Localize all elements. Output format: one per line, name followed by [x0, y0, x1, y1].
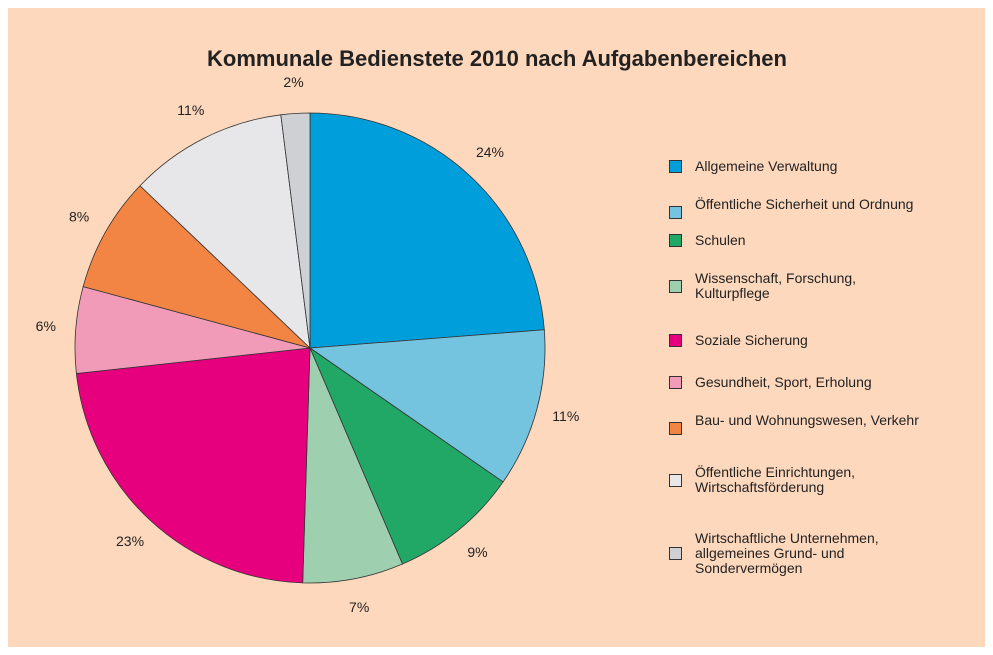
legend-label: Schulen — [695, 232, 746, 248]
data-label: 11% — [552, 408, 579, 424]
data-label: 6% — [36, 318, 56, 334]
legend-swatch — [669, 334, 682, 347]
pie-slice — [139, 114, 311, 350]
data-label: 23% — [116, 533, 144, 549]
data-label: 9% — [467, 544, 487, 560]
legend-label: Bau- und Wohnungswesen, Verkehr — [695, 412, 919, 428]
pie-slice — [308, 329, 546, 483]
legend-swatch — [669, 376, 682, 389]
data-label: 2% — [283, 74, 303, 90]
legend-swatch — [669, 473, 682, 487]
data-label: 24% — [476, 144, 504, 160]
legend-label: Öffentliche Einrichtungen, Wirtschaftsfö… — [695, 464, 856, 495]
legend-label: Soziale Sicherung — [695, 332, 808, 348]
legend-swatch — [669, 234, 682, 247]
legend-swatch — [669, 160, 682, 173]
pie-slice — [309, 112, 545, 349]
legend-swatch — [669, 205, 682, 219]
legend-swatch — [669, 421, 682, 435]
data-label: 11% — [177, 102, 204, 118]
data-label: 8% — [69, 209, 89, 225]
legend-label: Wirtschaftliche Unternehmen, allgemeines… — [695, 530, 879, 576]
legend-label: Allgemeine Verwaltung — [695, 158, 838, 174]
legend-swatch — [669, 547, 682, 560]
pie-slice — [280, 112, 311, 349]
legend-label: Gesundheit, Sport, Erholung — [695, 374, 872, 390]
legend-swatch — [669, 279, 682, 293]
data-label: 7% — [349, 599, 369, 615]
pie-slice — [82, 185, 311, 349]
pie-slice — [309, 346, 504, 565]
pie-slice — [75, 347, 311, 584]
chart-title: Kommunale Bedienstete 2010 nach Aufgaben… — [207, 46, 787, 71]
pie-slice — [302, 347, 403, 584]
legend-label: Wissenschaft, Forschung, Kulturpflege — [695, 270, 857, 301]
legend-label: Öffentliche Sicherheit und Ordnung — [695, 196, 914, 212]
